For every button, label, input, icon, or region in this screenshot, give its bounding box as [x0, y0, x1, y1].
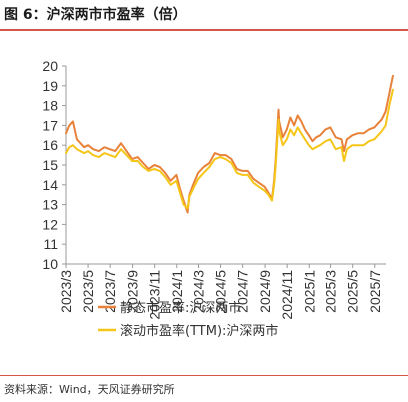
- chart-series: [65, 74, 394, 214]
- figure-title: 图 6：沪深两市市盈率（倍）: [4, 7, 187, 23]
- y-tick-label: 12: [42, 216, 58, 232]
- y-tick-label: 18: [42, 98, 58, 114]
- x-tick-label: 2025/5: [345, 270, 361, 313]
- y-tick-label: 14: [42, 177, 58, 193]
- x-tick-label: 2023/11: [147, 270, 163, 320]
- x-tick-label: 2023/5: [80, 270, 96, 313]
- pe-ratio-chart: 10 11 12 13 14 15 16 17 18 19 20 2023/3 2023/5 2023/7…: [42, 58, 394, 339]
- x-tick-label: 2023/3: [58, 270, 74, 313]
- x-tick-label: 2024/11: [279, 270, 295, 320]
- y-tick-label: 17: [42, 117, 58, 133]
- chart-axes: 10 11 12 13 14 15 16 17 18 19 20 2023/3 2023/5 2023/7…: [42, 58, 386, 320]
- y-tick-label: 16: [42, 137, 58, 153]
- x-tick-label: 2023/9: [125, 270, 141, 313]
- y-tick-label: 19: [42, 78, 58, 94]
- series-line-2: [65, 88, 394, 210]
- legend-label-1: 静态市盈率:沪深两市: [120, 300, 241, 316]
- y-tick-label: 13: [42, 197, 58, 213]
- x-tick-label: 2025/1: [301, 270, 317, 313]
- x-tick-label: 2024/3: [190, 270, 206, 313]
- source-divider: [0, 375, 408, 376]
- y-tick-label: 10: [42, 256, 58, 272]
- series-line-1: [65, 74, 394, 214]
- y-tick-label: 11: [43, 236, 58, 252]
- x-tick-label: 2025/7: [367, 270, 383, 313]
- x-tick-label: 2025/3: [323, 270, 339, 313]
- x-tick-label: 2024/5: [213, 270, 229, 313]
- y-tick-label: 20: [42, 58, 58, 74]
- x-tick-label: 2024/7: [235, 270, 251, 313]
- x-tick-label: 2023/7: [102, 270, 118, 313]
- y-tick-label: 15: [42, 157, 58, 173]
- title-divider: [0, 29, 408, 31]
- legend-label-2: 滚动市盈率(TTM):沪深两市: [120, 323, 278, 339]
- x-tick-label: 2024/1: [169, 270, 185, 313]
- x-tick-label: 2024/9: [257, 270, 273, 313]
- source-note: 资料来源：Wind，天风证券研究所: [4, 383, 175, 396]
